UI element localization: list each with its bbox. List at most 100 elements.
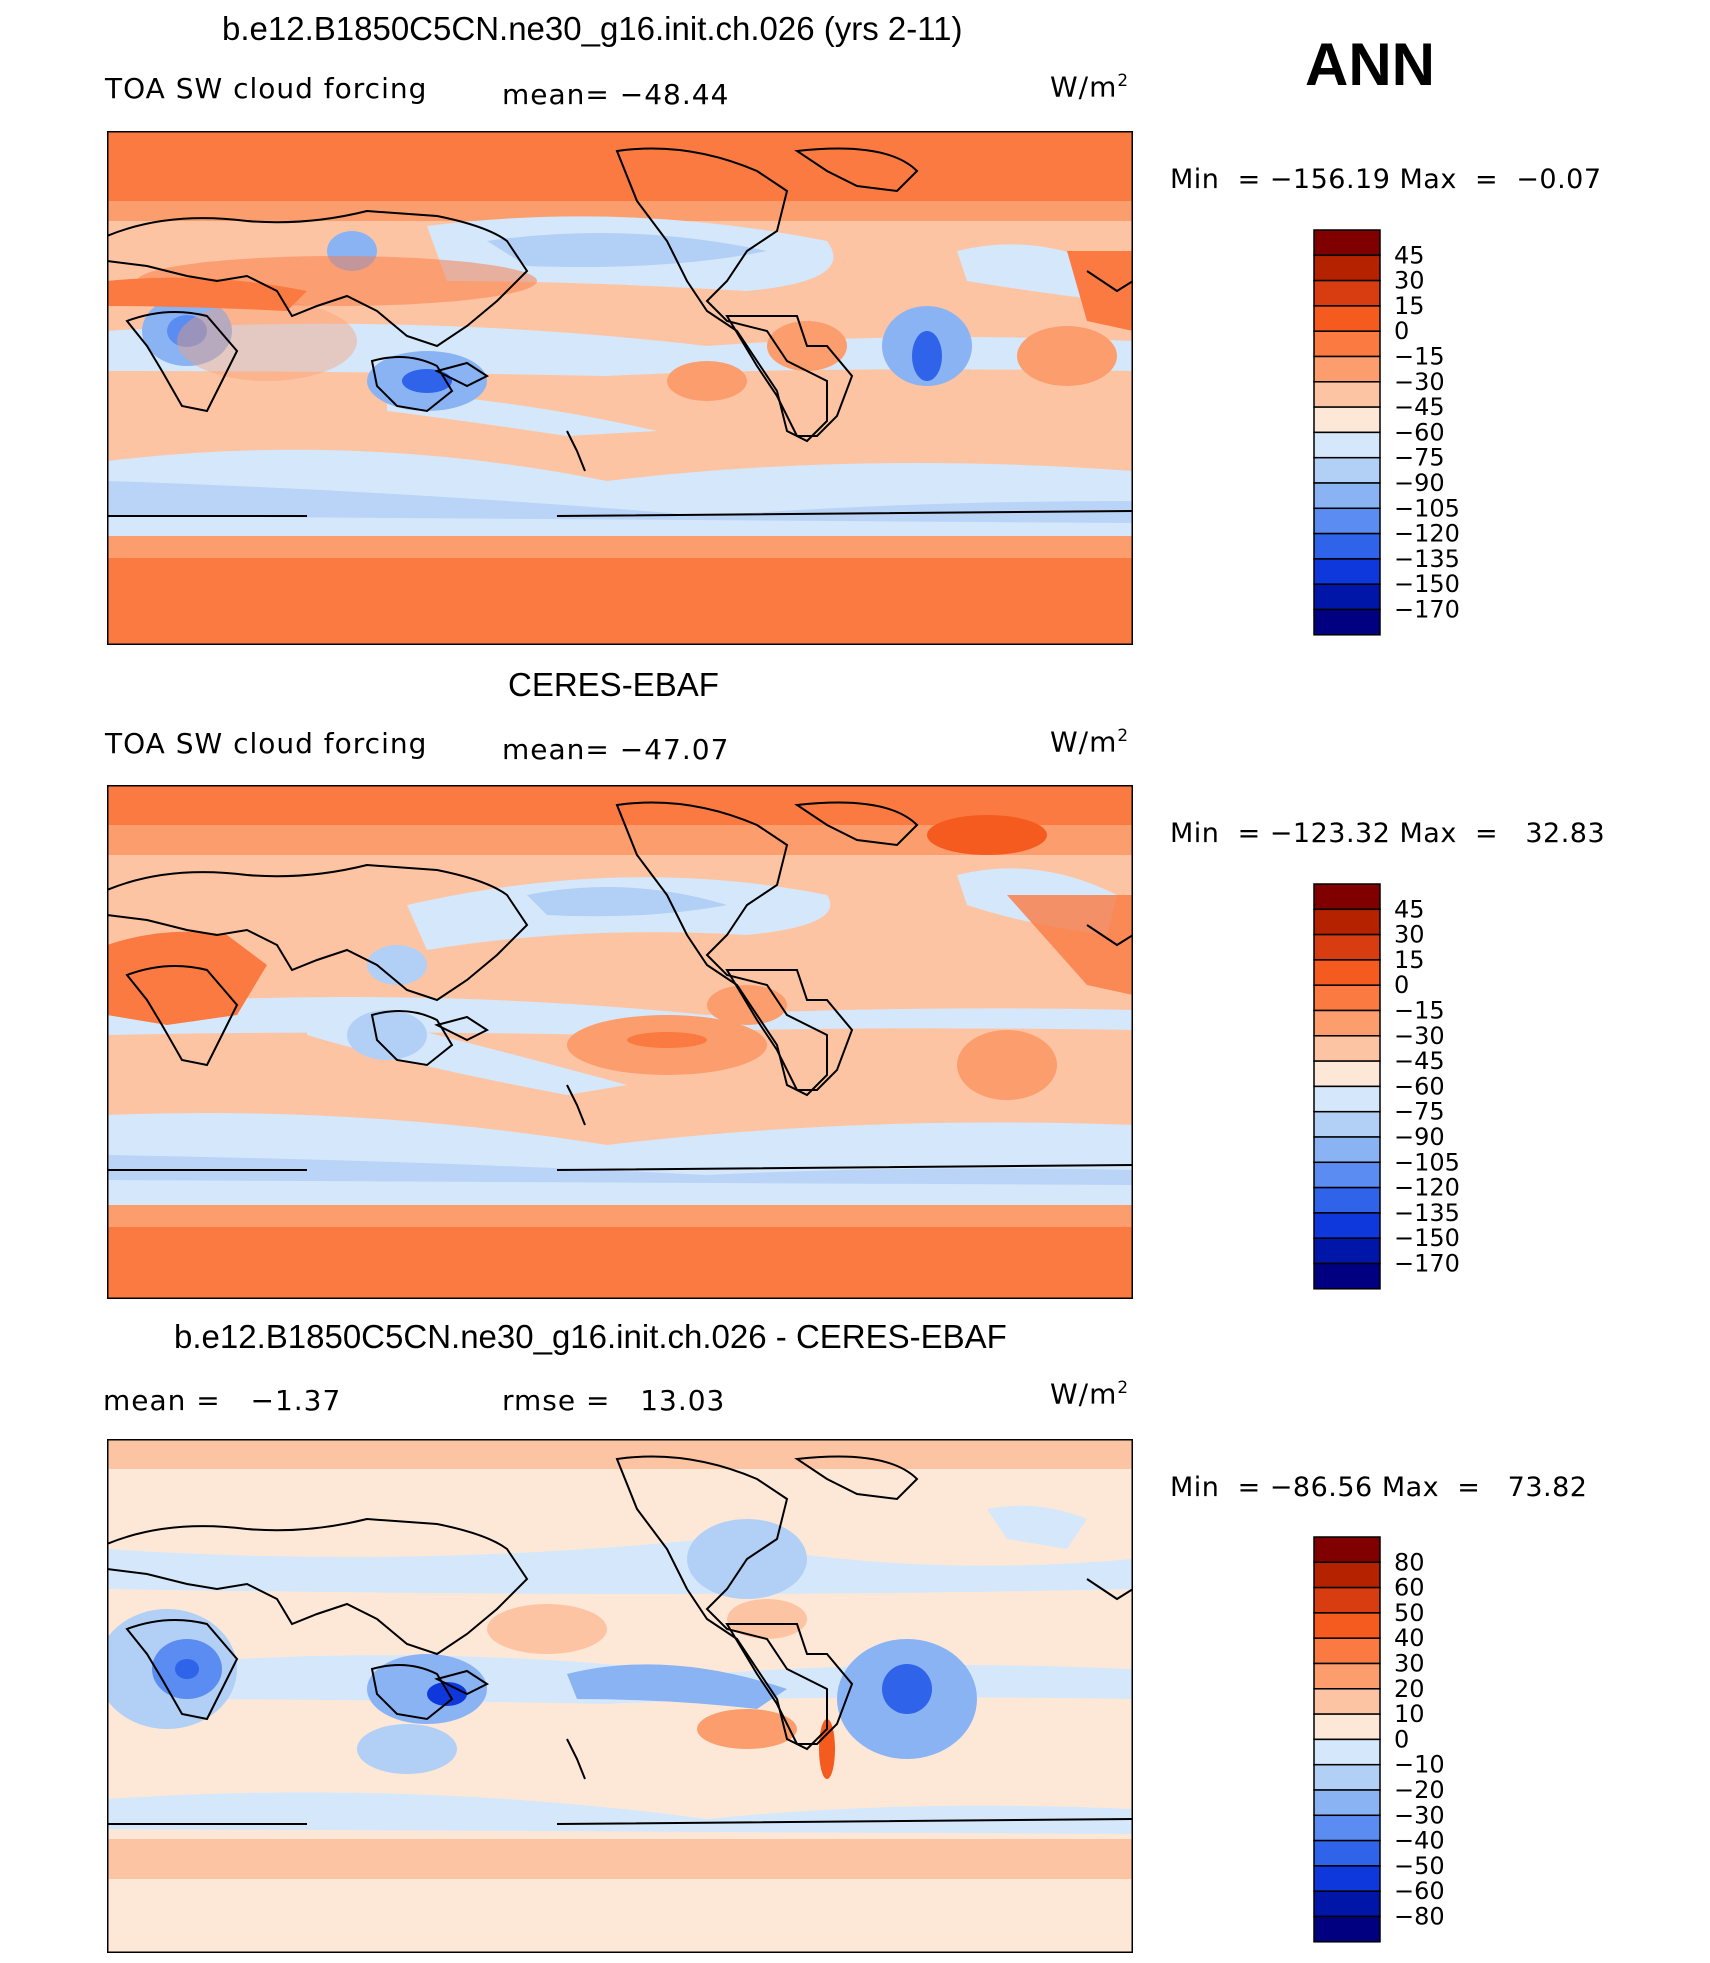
colorbar-swatch [1313, 1536, 1381, 1564]
colorbar-swatch [1313, 1865, 1381, 1892]
colorbar-swatch [1313, 1161, 1381, 1189]
colorbar-swatch [1313, 406, 1381, 434]
colorbar-swatch [1313, 1136, 1381, 1164]
colorbar-tick-label: −60 [1394, 1072, 1445, 1100]
colorbar-tick-label: 15 [1394, 292, 1425, 320]
panel3-max-value: 73.82 [1507, 1472, 1588, 1503]
colorbar-tick-label: 30 [1394, 921, 1425, 949]
colorbar-tick-label: −105 [1394, 494, 1460, 522]
panel3-units-exp: 2 [1117, 1377, 1130, 1397]
panel3-rmse-label: rmse = [502, 1384, 611, 1417]
colorbar-tick-label: −120 [1394, 1174, 1460, 1202]
panel2-map [107, 785, 1133, 1299]
colorbar-swatch [1313, 355, 1381, 383]
panel1-title: b.e12.B1850C5CN.ne30_g16.init.ch.026 (yr… [222, 10, 963, 47]
panel3-min-value: −86.56 [1269, 1472, 1373, 1503]
colorbar-tick-label: −20 [1394, 1776, 1445, 1804]
panel2-units-exp: 2 [1117, 725, 1130, 745]
colorbar-swatch [1313, 279, 1381, 307]
colorbar-swatch [1313, 583, 1381, 611]
panel1-mean: mean= −48.44 [502, 78, 729, 111]
panel3-title: b.e12.B1850C5CN.ne30_g16.init.ch.026 - C… [174, 1318, 1007, 1355]
colorbar-tick-label: 0 [1394, 1725, 1409, 1753]
colorbar-tick-label: 30 [1394, 1650, 1425, 1678]
colorbar-tick-label: 45 [1394, 241, 1425, 269]
panel2-variable: TOA SW cloud forcing [105, 727, 428, 760]
colorbar-tick-label: −75 [1394, 444, 1445, 472]
colorbar-swatch [1313, 1186, 1381, 1214]
panel2-mean-label: mean= [502, 733, 610, 766]
colorbar-swatch [1313, 532, 1381, 560]
panel2-min-value: −123.32 [1269, 818, 1391, 849]
colorbar-tick-label: −135 [1394, 545, 1460, 573]
colorbar-tick-label: 20 [1394, 1675, 1425, 1703]
colorbar-swatch [1313, 908, 1381, 936]
colorbar-tick-label: −60 [1394, 418, 1445, 446]
colorbar-tick-label: −30 [1394, 1801, 1445, 1829]
colorbar-tick-label: −60 [1394, 1877, 1445, 1905]
colorbar-tick-label: −120 [1394, 520, 1460, 548]
panel3-mean-value: −1.37 [250, 1384, 342, 1417]
colorbar-tick-label: −90 [1394, 1123, 1445, 1151]
panel3-mean-label: mean = [103, 1384, 221, 1417]
colorbar-swatch [1313, 456, 1381, 484]
colorbar-tick-label: −150 [1394, 1224, 1460, 1252]
colorbar-tick-label: 15 [1394, 946, 1425, 974]
colorbar-swatch [1313, 330, 1381, 358]
colorbar-tick-label: −40 [1394, 1827, 1445, 1855]
colorbar-tick-label: −105 [1394, 1148, 1460, 1176]
colorbar-tick-label: −150 [1394, 570, 1460, 598]
colorbar-swatch [1313, 1915, 1381, 1943]
colorbar-swatch [1313, 254, 1381, 282]
panel3-map [107, 1439, 1133, 1953]
colorbar-swatch [1313, 1713, 1381, 1741]
colorbar-tick-label: −10 [1394, 1751, 1445, 1779]
colorbar-swatch [1313, 1009, 1381, 1037]
colorbar-tick-label: −170 [1394, 596, 1460, 624]
colorbar-swatch [1313, 1738, 1381, 1766]
season-label: ANN [1305, 31, 1435, 98]
colorbar-tick-label: 40 [1394, 1624, 1425, 1652]
panel1-mean-label: mean= [502, 78, 610, 111]
panel1-units: W/m2 [1050, 70, 1129, 103]
colorbar-tick-label: 0 [1394, 971, 1409, 999]
panel2-colorbar: 45 30 15 0 −15 −30 −45 −60 −75 −90 −105 −120 −135 −15… [1313, 883, 1460, 1294]
colorbar-swatch [1313, 1262, 1381, 1290]
colorbar-tick-label: 10 [1394, 1700, 1425, 1728]
colorbar-tick-label: −75 [1394, 1098, 1445, 1126]
panel2-mean-value: −47.07 [619, 733, 730, 766]
colorbar-tick-label: 0 [1394, 317, 1409, 345]
colorbar-tick-label: 80 [1394, 1548, 1425, 1576]
panel2-max-value: 32.83 [1525, 818, 1606, 849]
colorbar-swatch [1313, 482, 1381, 510]
panel2-stats: Min = −123.32 Max = 32.83 [1170, 818, 1605, 849]
colorbar-swatch [1313, 431, 1381, 459]
colorbar-tick-label: −45 [1394, 393, 1445, 421]
colorbar-tick-label: 30 [1394, 267, 1425, 295]
panel1-mean-value: −48.44 [619, 78, 730, 111]
colorbar-tick-label: −90 [1394, 469, 1445, 497]
panel3-min-label: Min = [1170, 1472, 1261, 1503]
colorbar-swatch [1313, 883, 1381, 911]
colorbar-swatch [1313, 1085, 1381, 1113]
colorbar-tick-label: 60 [1394, 1574, 1425, 1602]
colorbar-swatch [1313, 558, 1381, 585]
colorbar-swatch [1313, 1763, 1381, 1791]
panel3-rmse: rmse = 13.03 [502, 1384, 725, 1417]
panel2-units-text: W/m [1050, 725, 1118, 759]
panel1-min-label: Min = [1170, 164, 1261, 195]
panel3-units: W/m2 [1050, 1377, 1129, 1410]
colorbar-swatch [1313, 1612, 1381, 1639]
panel2-min-label: Min = [1170, 818, 1261, 849]
colorbar-swatch [1313, 507, 1381, 535]
colorbar-tick-label: 50 [1394, 1599, 1425, 1627]
panel2-max-label: Max = [1399, 818, 1499, 849]
colorbar-swatch [1313, 1586, 1381, 1614]
colorbar-swatch [1313, 1814, 1381, 1842]
colorbar-swatch [1313, 1789, 1381, 1817]
colorbar-swatch [1313, 1237, 1381, 1265]
colorbar-swatch [1313, 1561, 1381, 1589]
panel1-min-value: −156.19 [1269, 164, 1391, 195]
panel3-stats: Min = −86.56 Max = 73.82 [1170, 1472, 1587, 1503]
colorbar-tick-label: −45 [1394, 1047, 1445, 1075]
